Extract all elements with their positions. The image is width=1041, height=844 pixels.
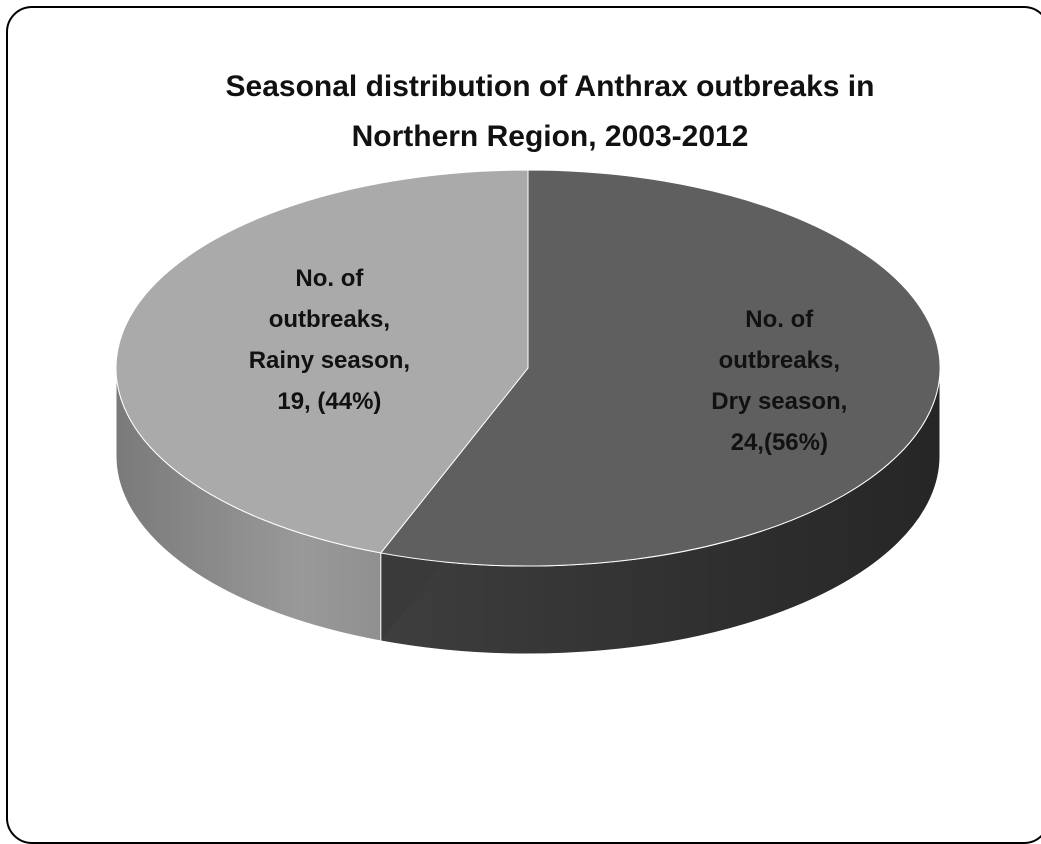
pie-label-dry: No. of outbreaks, Dry season, 24,(56%) [711,306,847,456]
pie-label-rainy-line-4: 19, (44%) [277,388,381,415]
chart-title: Seasonal distribution of Anthrax outbrea… [100,62,1000,162]
pie-top-layer [115,169,941,567]
pie-label-rainy: No. of outbreaks, Rainy season, 19, (44%) [249,265,410,415]
pie-label-rainy-line-2: outbreaks, [269,306,390,333]
pie-label-rainy-line-3: Rainy season, [249,347,410,374]
pie-label-dry-line-4: 24,(56%) [731,429,828,456]
chart-title-line-2: Northern Region, 2003-2012 [351,120,749,153]
pie-slice-dry [379,169,941,567]
pie-label-rainy-line-1: No. of [295,265,364,292]
pie-label-dry-line-1: No. of [745,306,814,333]
pie-label-dry-line-3: Dry season, [711,388,847,415]
pie-slice-rainy [115,169,529,554]
pie-label-layer: No. of outbreaks, Dry season, 24,(56%)No. o… [249,265,848,456]
chart-title-line-1: Seasonal distribution of Anthrax outbrea… [225,70,875,103]
pie-label-dry-line-2: outbreaks, [719,347,840,374]
